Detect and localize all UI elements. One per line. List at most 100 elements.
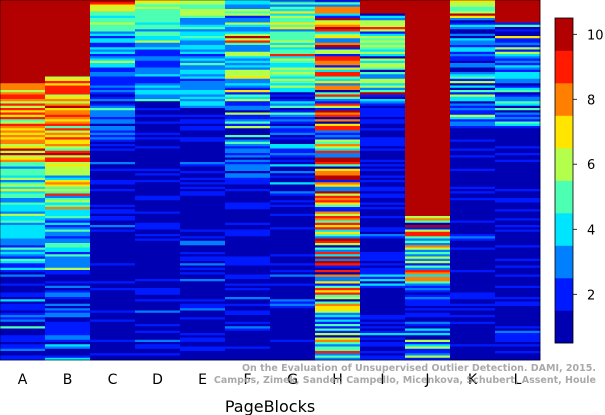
heatmap-cell: [45, 74, 91, 77]
heatmap-cell: [180, 94, 226, 98]
heatmap-cell: [495, 83, 541, 86]
heatmap-cell: [450, 18, 496, 21]
heatmap-cell: [315, 94, 361, 98]
heatmap-cell: [450, 126, 496, 129]
heatmap-cell: [225, 283, 271, 287]
heatmap-cell: [225, 47, 271, 50]
heatmap-cell: [270, 164, 316, 167]
heatmap-cell: [450, 315, 496, 318]
heatmap-cell: [450, 288, 496, 291]
heatmap-cell: [450, 114, 496, 118]
heatmap-cell: [180, 245, 226, 248]
heatmap-cell: [225, 108, 271, 111]
heatmap-cell: [450, 279, 496, 282]
heatmap-cell: [405, 254, 451, 257]
heatmap-cell: [0, 96, 46, 100]
heatmap-cell: [90, 38, 136, 41]
heatmap-cell: [225, 240, 271, 244]
heatmap-cell: [180, 110, 226, 113]
heatmap-cell: [45, 72, 91, 75]
heatmap-cell: [225, 285, 271, 289]
heatmap-cell: [270, 263, 316, 266]
colorbar-band: [555, 180, 573, 214]
heatmap-cell: [270, 20, 316, 23]
heatmap-cell: [270, 272, 316, 275]
heatmap-cell: [360, 162, 406, 165]
heatmap-cell: [90, 9, 136, 12]
heatmap-cell: [225, 67, 271, 71]
heatmap-cell: [0, 121, 46, 125]
heatmap-cell: [0, 33, 46, 37]
heatmap-cell: [315, 92, 361, 95]
heatmap-cell: [45, 186, 91, 190]
heatmap-cell: [450, 335, 496, 338]
heatmap-cell: [315, 60, 361, 64]
heatmap-cell: [360, 54, 406, 57]
heatmap-cell: [405, 78, 451, 82]
heatmap-cell: [495, 144, 541, 147]
heatmap-cell: [0, 130, 46, 134]
heatmap-cell: [315, 112, 361, 116]
heatmap-cell: [315, 29, 361, 32]
heatmap-cell: [405, 33, 451, 37]
heatmap-cell: [495, 121, 541, 125]
heatmap-cell: [450, 42, 496, 46]
heatmap-cell: [495, 240, 541, 244]
heatmap-cell: [135, 267, 181, 271]
heatmap-cell: [90, 22, 136, 26]
heatmap-cell: [0, 114, 46, 118]
heatmap-cell: [270, 18, 316, 21]
heatmap-cell: [405, 101, 451, 104]
heatmap-cell: [495, 132, 541, 136]
heatmap-cell: [315, 99, 361, 102]
heatmap-cell: [450, 225, 496, 228]
heatmap-cell: [90, 11, 136, 14]
heatmap-cell: [315, 20, 361, 23]
heatmap-cell: [135, 189, 181, 192]
heatmap-cell: [0, 351, 46, 354]
heatmap-cell: [270, 119, 316, 122]
heatmap-cell: [450, 56, 496, 59]
heatmap-cell: [450, 74, 496, 77]
heatmap-cell: [45, 292, 91, 296]
heatmap-cell: [450, 276, 496, 280]
heatmap-cell: [225, 175, 271, 179]
heatmap-cell: [405, 243, 451, 246]
heatmap-cell: [405, 105, 451, 109]
heatmap-cell: [90, 351, 136, 354]
heatmap-cell: [135, 326, 181, 329]
heatmap-cell: [90, 256, 136, 260]
heatmap-cell: [225, 83, 271, 86]
heatmap-cell: [360, 45, 406, 48]
heatmap-cell: [315, 299, 361, 302]
heatmap-cell: [225, 303, 271, 307]
heatmap-cell: [495, 141, 541, 145]
heatmap-cell: [450, 87, 496, 91]
heatmap-cell: [135, 236, 181, 239]
heatmap-cell: [90, 225, 136, 228]
heatmap-cell: [405, 328, 451, 332]
heatmap-cell: [360, 2, 406, 5]
heatmap-cell: [405, 103, 451, 107]
heatmap-cell: [315, 317, 361, 320]
heatmap-cell: [135, 0, 181, 3]
heatmap-cell: [315, 229, 361, 233]
heatmap-cell: [450, 310, 496, 314]
heatmap-cell: [0, 186, 46, 190]
heatmap-cell: [360, 20, 406, 23]
heatmap-cell: [270, 0, 316, 3]
heatmap-cell: [405, 238, 451, 242]
heatmap-cell: [180, 198, 226, 201]
heatmap-cell: [360, 128, 406, 131]
heatmap-cell: [450, 355, 496, 359]
heatmap-cell: [180, 330, 226, 334]
heatmap-cell: [45, 256, 91, 260]
heatmap-cell: [45, 135, 91, 138]
heatmap-cell: [45, 94, 91, 98]
heatmap-cell: [315, 13, 361, 17]
heatmap-cell: [270, 290, 316, 293]
heatmap-cell: [405, 45, 451, 48]
heatmap-cell: [90, 274, 136, 278]
heatmap-cell: [270, 333, 316, 336]
